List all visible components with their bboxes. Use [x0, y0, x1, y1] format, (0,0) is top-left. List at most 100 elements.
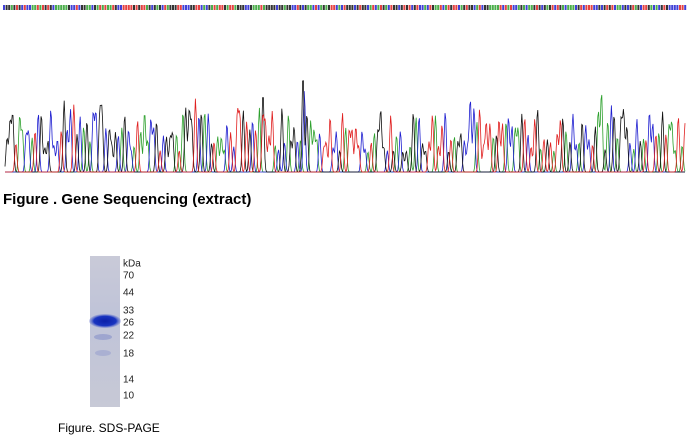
base-letter: [419, 5, 421, 10]
base-letter: [385, 5, 388, 10]
base-letter: [42, 5, 44, 10]
base-letter: [580, 5, 583, 10]
marker-label: 44: [123, 288, 135, 299]
base-letter: [460, 5, 463, 10]
base-letter: [52, 5, 55, 10]
base-letter: [31, 5, 34, 10]
trace: [5, 98, 686, 173]
base-letter: [224, 5, 226, 10]
base-letter: [554, 5, 557, 10]
base-letter: [603, 5, 606, 10]
base-letter: [138, 5, 141, 10]
base-letter: [57, 5, 60, 10]
base-letter: [684, 5, 687, 10]
base-letter: [273, 5, 276, 10]
base-letter: [637, 5, 640, 10]
marker-label: 22: [123, 331, 135, 342]
base-letter: [130, 5, 133, 10]
base-letter: [263, 5, 265, 10]
base-letter: [343, 5, 346, 10]
base-letter: [447, 5, 450, 10]
base-letter: [205, 5, 208, 10]
base-letter: [86, 5, 89, 10]
base-letter: [101, 5, 104, 10]
base-letter: [380, 5, 382, 10]
base-letter: [367, 5, 369, 10]
base-letter: [68, 5, 70, 10]
base-letter: [174, 5, 177, 10]
base-letter: [655, 5, 658, 10]
base-letter: [406, 5, 408, 10]
base-letter: [681, 5, 684, 10]
base-letter: [127, 5, 130, 10]
base-letter: [546, 5, 549, 10]
base-letter: [237, 5, 239, 10]
base-letter: [198, 5, 200, 10]
base-letter: [213, 5, 216, 10]
base-letter: [437, 5, 440, 10]
base-letter: [619, 5, 622, 10]
base-letter: [660, 5, 663, 10]
base-letter: [668, 5, 671, 10]
base-letter: [200, 5, 203, 10]
base-letter: [486, 5, 489, 10]
base-letter: [533, 5, 536, 10]
base-letter: [468, 5, 471, 10]
base-letter: [434, 5, 437, 10]
base-letter: [543, 5, 546, 10]
base-letter: [512, 5, 515, 10]
base-letter: [536, 5, 538, 10]
base-letter: [99, 5, 102, 10]
base-letter: [70, 5, 73, 10]
base-letter: [47, 5, 50, 10]
base-letter: [120, 5, 122, 10]
base-letter: [302, 5, 304, 10]
base-letter: [304, 5, 307, 10]
base-letter: [515, 5, 518, 10]
base-letter: [260, 5, 263, 10]
base-letter: [442, 5, 445, 10]
base-letter: [445, 5, 447, 10]
base-letter: [510, 5, 512, 10]
base-letter: [567, 5, 570, 10]
base-letter: [153, 5, 156, 10]
base-letter: [135, 5, 138, 10]
base-letter: [36, 5, 39, 10]
base-letter: [676, 5, 679, 10]
base-letter: [413, 5, 416, 10]
base-letter: [632, 5, 635, 10]
base-letter: [81, 5, 83, 10]
base-letter: [29, 5, 31, 10]
base-letter: [65, 5, 68, 10]
base-letter: [23, 5, 26, 10]
base-letter: [18, 5, 21, 10]
base-letter: [382, 5, 385, 10]
base-letter: [608, 5, 611, 10]
base-letter: [359, 5, 362, 10]
base-letter: [593, 5, 596, 10]
base-letter: [60, 5, 63, 10]
base-letter: [13, 5, 16, 10]
base-letter: [499, 5, 502, 10]
gel-lane: [90, 256, 120, 407]
base-letter: [590, 5, 593, 10]
base-letter: [55, 5, 57, 10]
base-letter: [523, 5, 525, 10]
base-letter: [49, 5, 52, 10]
base-letter: [679, 5, 681, 10]
marker-label: 14: [123, 375, 135, 386]
base-letter: [424, 5, 427, 10]
base-letter: [624, 5, 627, 10]
caption: Figure . Gene Sequencing (extract): [3, 191, 252, 208]
base-letter: [190, 5, 193, 10]
base-letter: [356, 5, 359, 10]
base-letter: [520, 5, 523, 10]
base-letter: [598, 5, 601, 10]
caption: Figure. SDS-PAGE: [58, 421, 160, 435]
base-letter: [377, 5, 380, 10]
base-letter: [328, 5, 330, 10]
base-letter: [528, 5, 531, 10]
sequence-strip: [3, 5, 687, 10]
gel-band: [94, 334, 112, 340]
